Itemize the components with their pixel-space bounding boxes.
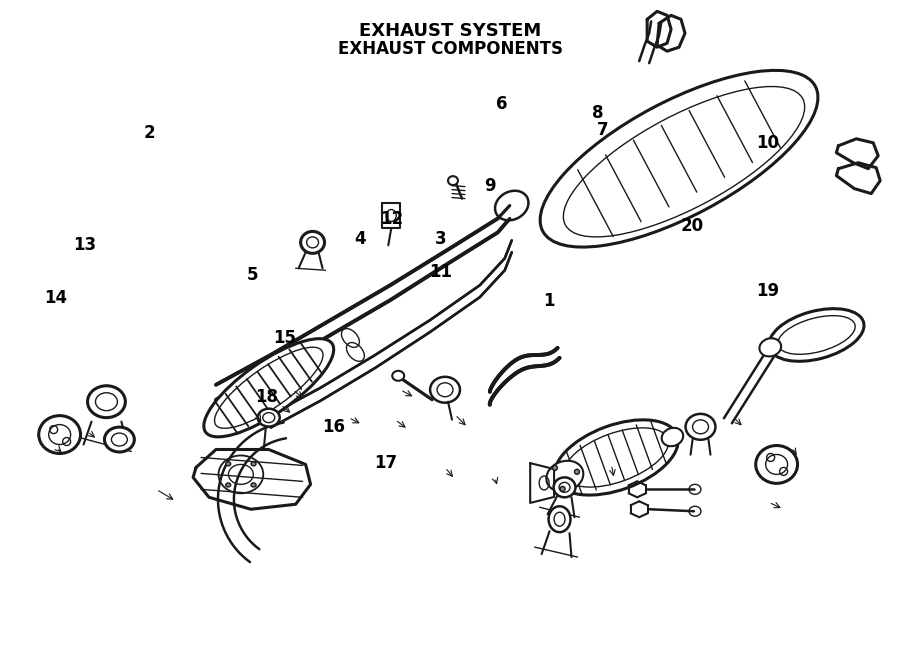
Ellipse shape xyxy=(257,408,280,426)
Ellipse shape xyxy=(226,483,230,487)
Ellipse shape xyxy=(430,377,460,402)
Text: 19: 19 xyxy=(757,283,779,301)
Ellipse shape xyxy=(549,506,571,532)
Ellipse shape xyxy=(251,483,256,487)
Polygon shape xyxy=(657,15,685,51)
Text: 14: 14 xyxy=(44,289,68,307)
Text: 1: 1 xyxy=(543,293,554,310)
Ellipse shape xyxy=(756,446,797,483)
Polygon shape xyxy=(836,139,878,169)
Text: 17: 17 xyxy=(374,454,397,472)
Ellipse shape xyxy=(554,477,575,497)
Text: 16: 16 xyxy=(322,418,345,436)
Ellipse shape xyxy=(104,427,134,452)
Polygon shape xyxy=(836,163,880,193)
Ellipse shape xyxy=(686,414,716,440)
Text: 5: 5 xyxy=(248,266,258,284)
Ellipse shape xyxy=(769,308,864,361)
Ellipse shape xyxy=(662,428,683,446)
Text: 9: 9 xyxy=(484,177,496,195)
Text: 4: 4 xyxy=(355,230,366,248)
Ellipse shape xyxy=(540,70,818,247)
Polygon shape xyxy=(216,205,509,400)
Ellipse shape xyxy=(448,176,458,185)
Text: 11: 11 xyxy=(429,263,453,281)
Ellipse shape xyxy=(495,191,528,220)
Ellipse shape xyxy=(554,420,678,495)
Ellipse shape xyxy=(251,462,256,466)
Ellipse shape xyxy=(392,371,404,381)
Text: 13: 13 xyxy=(73,236,96,254)
Text: 10: 10 xyxy=(757,134,779,152)
Polygon shape xyxy=(490,348,560,404)
Text: 8: 8 xyxy=(592,105,604,122)
Text: 18: 18 xyxy=(255,388,278,406)
Text: EXHAUST SYSTEM: EXHAUST SYSTEM xyxy=(359,23,541,40)
Ellipse shape xyxy=(574,469,580,474)
Text: 12: 12 xyxy=(380,210,403,228)
Ellipse shape xyxy=(553,465,557,471)
Ellipse shape xyxy=(226,462,230,466)
Polygon shape xyxy=(271,240,512,428)
Text: 15: 15 xyxy=(273,328,296,347)
Ellipse shape xyxy=(87,386,125,418)
Ellipse shape xyxy=(39,416,81,453)
Ellipse shape xyxy=(560,487,565,491)
Ellipse shape xyxy=(203,339,334,437)
Polygon shape xyxy=(530,463,554,503)
Ellipse shape xyxy=(546,461,583,492)
Polygon shape xyxy=(194,449,310,509)
Text: 3: 3 xyxy=(436,230,447,248)
Polygon shape xyxy=(382,203,400,228)
Ellipse shape xyxy=(760,338,781,356)
Text: 20: 20 xyxy=(680,216,704,234)
Polygon shape xyxy=(647,11,671,47)
Text: 2: 2 xyxy=(144,124,156,142)
Ellipse shape xyxy=(301,232,325,254)
Text: 7: 7 xyxy=(597,121,608,139)
Text: 6: 6 xyxy=(496,95,508,113)
Text: EXHAUST COMPONENTS: EXHAUST COMPONENTS xyxy=(338,40,562,58)
